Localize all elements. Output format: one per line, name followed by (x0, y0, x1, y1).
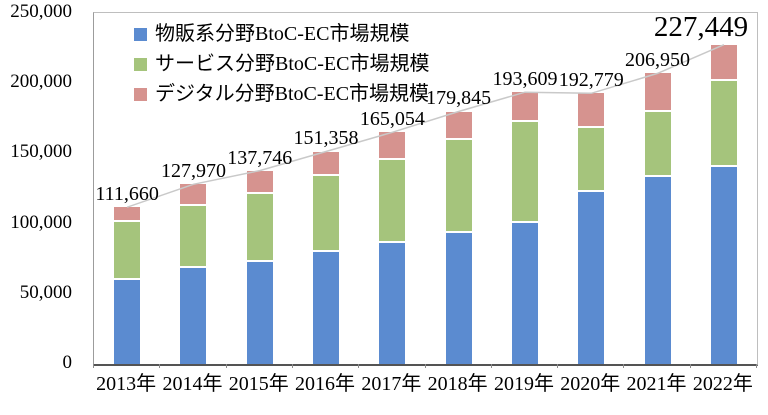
x-tick-label: 2015年 (228, 373, 289, 395)
total-label: 192,779 (558, 69, 624, 92)
x-tick-label: 2016年 (295, 373, 356, 395)
x-tick-label: 2017年 (361, 373, 422, 395)
total-label-emphasized: 227,449 (653, 10, 749, 43)
x-axis-tick-mark (623, 364, 625, 368)
bar-segment-series1 (511, 222, 538, 364)
total-label: 127,970 (160, 160, 226, 183)
bar-segment-series1 (578, 192, 605, 364)
legend-item: デジタル分野BtoC-EC市場規模 (134, 79, 429, 109)
bar-segment-series3 (644, 73, 671, 113)
legend-item: サービス分野BtoC-EC市場規模 (134, 49, 429, 79)
plot-area: 111,660 127,970 137,746 151,358 165,054 179,8… (93, 12, 758, 366)
y-tick-label: 100,000 (10, 211, 72, 233)
y-tick-label: 150,000 (10, 141, 72, 163)
bar-segment-series2 (313, 176, 340, 252)
bar-segment-series2 (710, 81, 737, 168)
total-label: 193,609 (492, 68, 558, 91)
total-label: 151,358 (293, 127, 359, 150)
bar-segment-series1 (644, 177, 671, 364)
bar-segment-series1 (180, 268, 207, 364)
bar-segment-series2 (246, 193, 273, 263)
x-tick-label: 2022年 (692, 373, 753, 395)
bar-segment-series1 (710, 167, 737, 364)
bar-segment-series2 (445, 140, 472, 234)
legend: 物販系分野BtoC-EC市場規模 サービス分野BtoC-EC市場規模 デジタル分野B… (134, 19, 429, 109)
bar-segment-series2 (180, 205, 207, 269)
y-tick-label: 250,000 (10, 1, 72, 22)
x-tick-label: 2020年 (560, 373, 621, 395)
x-axis-tick-mark (557, 364, 559, 368)
bar-segment-series2 (511, 122, 538, 223)
legend-item: 物販系分野BtoC-EC市場規模 (134, 19, 429, 49)
bar-segment-series1 (379, 243, 406, 364)
bar-segment-series2 (578, 127, 605, 193)
total-label: 179,845 (426, 87, 492, 110)
x-axis-tick-mark (93, 364, 94, 368)
legend-marker-icon (134, 87, 147, 101)
total-label: 165,054 (359, 108, 425, 131)
x-tick-label: 2018年 (427, 373, 488, 395)
x-axis-tick-mark (424, 364, 426, 368)
legend-label: サービス分野BtoC-EC市場規模 (155, 53, 430, 75)
legend-marker-icon (134, 57, 147, 71)
bar-segment-series1 (445, 233, 472, 364)
bar-segment-series3 (114, 207, 141, 222)
x-axis-tick-mark (358, 364, 360, 368)
y-tick-label: 0 (62, 352, 73, 373)
x-tick-label: 2021年 (626, 373, 687, 395)
y-tick-label: 200,000 (10, 71, 72, 93)
legend-label: デジタル分野BtoC-EC市場規模 (155, 83, 430, 105)
bar-segment-series2 (114, 221, 141, 280)
x-axis-tick-mark (291, 364, 293, 368)
bar-segment-series3 (578, 93, 605, 128)
x-axis-tick-mark (689, 364, 691, 368)
bar-segment-series1 (246, 262, 273, 364)
x-tick-label: 2019年 (493, 373, 554, 395)
bar-segment-series3 (710, 44, 737, 82)
x-tick-label: 2013年 (96, 373, 157, 395)
legend-label: 物販系分野BtoC-EC市場規模 (155, 23, 410, 45)
y-tick-label: 50,000 (19, 281, 72, 303)
x-axis-tick-mark (159, 364, 161, 368)
bar-segment-series3 (379, 132, 406, 160)
x-axis-tick-mark (490, 364, 492, 368)
bar-segment-series2 (644, 112, 671, 178)
bar-segment-series3 (180, 184, 207, 206)
bar-segment-series3 (246, 170, 273, 194)
bar-segment-series1 (313, 251, 340, 364)
legend-marker-icon (134, 27, 147, 41)
x-tick-label: 2014年 (162, 373, 223, 395)
bar-segment-series1 (114, 279, 141, 364)
total-label: 206,950 (625, 49, 691, 72)
bar-segment-series3 (313, 151, 340, 177)
x-axis-tick-mark (756, 364, 757, 368)
bar-segment-series3 (445, 111, 472, 141)
x-axis-tick-mark (225, 364, 227, 368)
bar-segment-series3 (511, 92, 538, 123)
total-label: 111,660 (95, 183, 159, 206)
bar-segment-series2 (379, 159, 406, 244)
total-label: 137,746 (227, 146, 293, 169)
